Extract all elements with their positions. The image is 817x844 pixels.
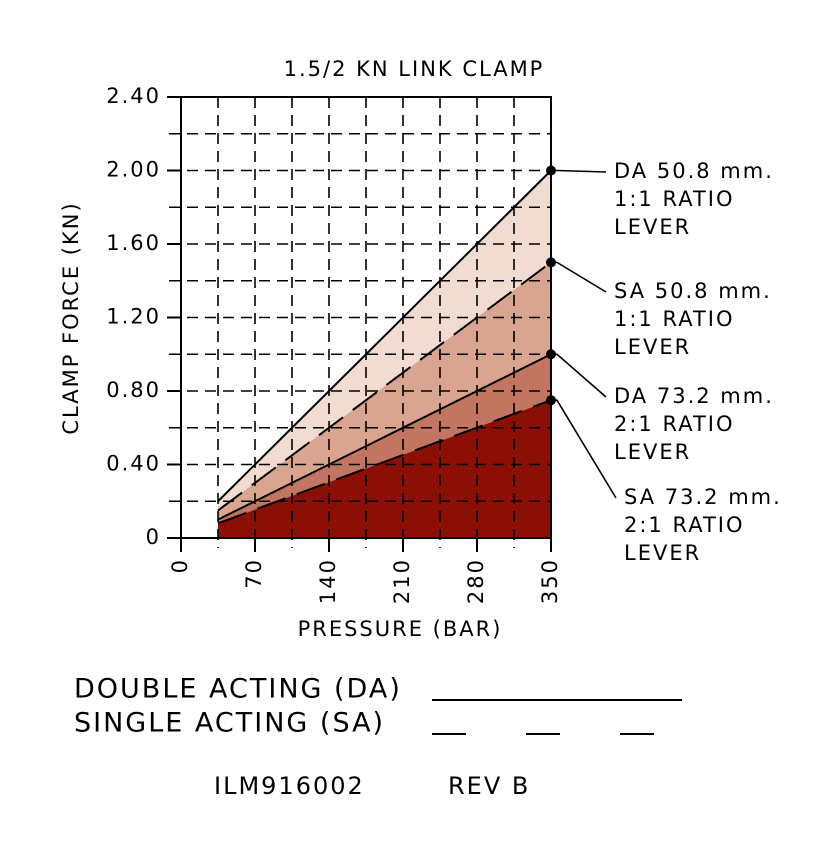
end-point <box>546 165 556 176</box>
series-label: DA 73.2 mm. <box>614 384 774 408</box>
footer-text: ILM916002 <box>214 772 365 800</box>
series-label: LEVER <box>624 541 701 565</box>
leader-line <box>551 261 607 293</box>
area <box>218 400 551 538</box>
y-axis-label: CLAMP FORCE (KN) <box>59 201 83 434</box>
series-line <box>217 353 552 521</box>
series-label: LEVER <box>614 215 691 239</box>
series-label: 1:1 RATIO <box>614 307 735 331</box>
leader-line <box>551 353 607 398</box>
end-point <box>546 257 556 268</box>
y-tick-label: 1.20 <box>106 305 161 329</box>
series-label: LEVER <box>614 335 691 359</box>
y-tick-label: 0.40 <box>106 452 161 476</box>
y-tick-label: 1.60 <box>106 231 161 255</box>
series-line <box>217 399 552 525</box>
series-label: LEVER <box>614 440 691 464</box>
chart-title: 1.5/2 KN LINK CLAMP <box>284 57 545 81</box>
series-label: 1:1 RATIO <box>614 187 735 211</box>
end-point <box>546 395 556 406</box>
y-tick-label: 2.00 <box>106 158 161 182</box>
legend-label: DOUBLE ACTING (DA) <box>74 674 402 705</box>
series-label: 2:1 RATIO <box>614 412 735 436</box>
y-tick-label: 2.40 <box>106 84 161 108</box>
series-label: SA 73.2 mm. <box>624 485 782 509</box>
x-tick-label: 280 <box>464 558 488 604</box>
series-line <box>217 169 552 502</box>
x-axis-label: PRESSURE (BAR) <box>298 617 503 641</box>
series-label: DA 50.8 mm. <box>614 159 774 183</box>
series-label: SA 50.8 mm. <box>614 279 772 303</box>
legend-label: SINGLE ACTING (SA) <box>74 708 385 739</box>
x-tick-label: 210 <box>390 558 414 604</box>
y-tick-label: 0.80 <box>106 378 161 402</box>
series-line <box>217 261 552 512</box>
end-point <box>546 349 556 360</box>
x-tick-label: 0 <box>168 558 192 573</box>
series-label: 2:1 RATIO <box>624 513 745 537</box>
x-tick-label: 70 <box>242 558 266 589</box>
x-tick-label: 350 <box>538 558 562 604</box>
leader-line <box>551 169 607 173</box>
footer-text: REV B <box>448 772 530 800</box>
x-tick-label: 140 <box>316 558 340 604</box>
y-tick-label: 0 <box>146 525 161 549</box>
leader-line <box>551 399 617 499</box>
